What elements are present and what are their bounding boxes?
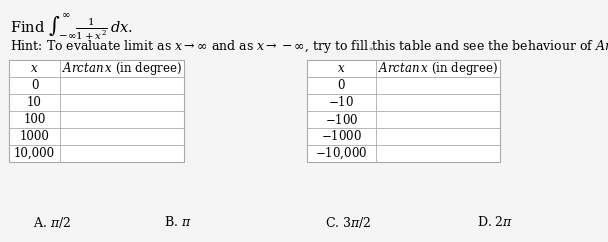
- Text: D. $2\pi$: D. $2\pi$: [477, 215, 514, 229]
- Text: 10: 10: [27, 96, 42, 109]
- Text: A. $\pi/2$: A. $\pi/2$: [33, 214, 72, 229]
- Text: $\it{Arctan}\,x$ (in degree): $\it{Arctan}\,x$ (in degree): [62, 60, 182, 77]
- Text: 0: 0: [31, 79, 38, 92]
- Text: $\it{Arctan}\,x$ (in degree): $\it{Arctan}\,x$ (in degree): [378, 60, 498, 77]
- FancyBboxPatch shape: [307, 60, 500, 162]
- Text: Hint: To evaluate limit as $x \rightarrow \infty$ and as $x \rightarrow -\infty$: Hint: To evaluate limit as $x \rightarro…: [10, 38, 608, 55]
- Text: 1000: 1000: [19, 130, 49, 143]
- Text: $-100$: $-100$: [325, 113, 358, 127]
- Text: 100: 100: [23, 113, 46, 126]
- Text: C. $3\pi/2$: C. $3\pi/2$: [325, 214, 372, 229]
- Text: 0: 0: [338, 79, 345, 92]
- Text: *: *: [369, 47, 373, 56]
- Text: 10,000: 10,000: [14, 147, 55, 160]
- Text: $x$: $x$: [30, 62, 39, 75]
- Text: $-1000$: $-1000$: [321, 129, 362, 144]
- Text: $-10{,}000$: $-10{,}000$: [316, 146, 368, 161]
- Text: B. $\pi$: B. $\pi$: [164, 215, 192, 229]
- Text: $-10$: $-10$: [328, 96, 354, 109]
- Text: Find $\int_{-\infty}^{\infty} \frac{1}{1+x^2}\,dx.$: Find $\int_{-\infty}^{\infty} \frac{1}{1…: [10, 12, 133, 42]
- Text: $x$: $x$: [337, 62, 346, 75]
- FancyBboxPatch shape: [9, 60, 184, 162]
